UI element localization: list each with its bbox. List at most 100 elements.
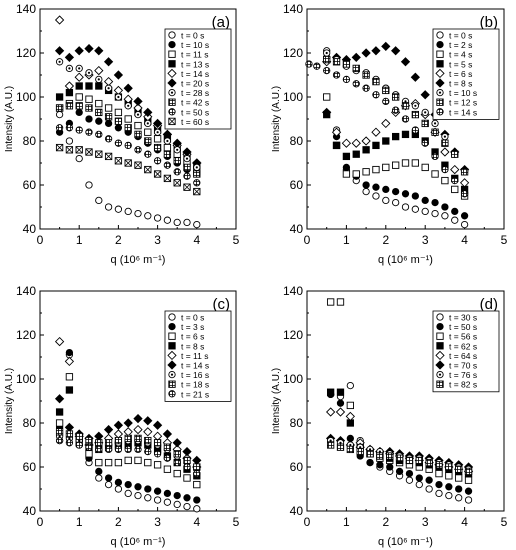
data-point	[123, 83, 133, 93]
data-point	[144, 150, 152, 158]
data-point	[193, 469, 201, 478]
data-point	[450, 164, 460, 175]
legend-label: t = 62 s	[449, 341, 477, 351]
legend-label: t = 6 s	[181, 332, 204, 342]
data-point	[85, 450, 93, 458]
data-point	[411, 192, 419, 200]
legend-marker	[436, 108, 444, 116]
data-point	[163, 489, 172, 498]
data-point	[431, 198, 439, 207]
data-point	[362, 168, 370, 176]
data-point	[346, 445, 354, 454]
data-point	[346, 401, 354, 410]
data-point	[441, 203, 449, 211]
data-point	[173, 458, 181, 467]
data-point	[75, 126, 83, 134]
data-point	[124, 434, 132, 443]
data-point	[103, 57, 114, 67]
data-point	[134, 445, 142, 454]
data-point	[395, 467, 404, 476]
data-point	[163, 216, 172, 224]
data-point	[104, 135, 113, 143]
legend-marker	[436, 380, 444, 388]
legend-marker	[436, 322, 444, 331]
x-axis-label: q (10⁶ m⁻¹)	[378, 254, 433, 266]
legend-marker	[168, 380, 176, 388]
legend-label: t = 10 s	[449, 88, 477, 98]
x-tick-label: 2	[115, 233, 122, 247]
data-point	[133, 413, 143, 424]
data-point	[113, 85, 124, 96]
y-tick-label: 100	[283, 90, 303, 104]
data-point	[193, 179, 201, 187]
data-point-center	[107, 87, 110, 90]
data-point	[420, 90, 430, 100]
data-point-cross	[144, 166, 152, 174]
data-point	[411, 205, 419, 213]
data-point-center	[78, 67, 81, 70]
data-point	[415, 480, 423, 489]
data-point	[84, 43, 94, 54]
data-point	[336, 399, 345, 407]
x-tick-label: 2	[115, 515, 122, 529]
data-point	[455, 474, 463, 482]
data-point	[54, 15, 65, 25]
data-point	[134, 456, 142, 465]
legend-label: t = 4 s	[449, 50, 472, 60]
data-point	[124, 480, 132, 489]
data-point	[352, 170, 360, 178]
y-tick-label: 40	[23, 222, 37, 236]
data-point-cross	[154, 170, 162, 178]
data-point-center	[78, 439, 81, 442]
data-point	[124, 124, 132, 132]
data-point	[441, 139, 449, 147]
data-point	[152, 118, 163, 129]
data-point	[193, 496, 201, 504]
data-point	[382, 137, 390, 145]
data-point	[144, 128, 152, 136]
x-tick-label: 2	[382, 515, 389, 529]
data-point	[85, 436, 93, 445]
data-point	[75, 432, 83, 440]
data-point	[401, 130, 410, 139]
data-point	[153, 157, 162, 165]
data-point	[173, 218, 181, 227]
series-t50s	[55, 124, 201, 187]
legend-label: t = 28 s	[181, 88, 209, 98]
data-point	[124, 207, 132, 216]
data-point-center	[339, 441, 342, 444]
data-point	[345, 411, 355, 422]
legend-marker	[435, 68, 445, 79]
x-tick-label: 0	[304, 233, 311, 247]
data-point	[425, 485, 433, 493]
data-point	[372, 91, 380, 99]
data-point	[372, 77, 380, 86]
data-point	[55, 436, 64, 445]
data-point	[342, 152, 351, 161]
data-point	[431, 170, 439, 178]
data-point	[326, 388, 335, 396]
data-point-center	[87, 71, 91, 74]
data-point	[65, 430, 74, 438]
legend: t = 30 st = 50 st = 56 st = 62 st = 64 s…	[432, 310, 500, 393]
data-point	[163, 498, 172, 506]
legend-label: t = 14 s	[449, 107, 477, 117]
legend-label: t = 0 s	[181, 313, 204, 323]
data-point	[323, 66, 331, 75]
data-point	[104, 445, 113, 454]
data-point	[445, 483, 453, 491]
data-point	[193, 480, 201, 489]
data-point	[464, 487, 473, 495]
data-point	[322, 107, 332, 118]
data-point	[451, 185, 459, 194]
y-axis-label: Intensity (A.U.)	[271, 86, 282, 152]
data-point	[65, 439, 74, 447]
data-point	[85, 181, 93, 189]
data-point	[114, 436, 123, 445]
data-point-cross	[95, 150, 103, 158]
data-point	[134, 491, 142, 500]
x-tick-label: 0	[37, 233, 44, 247]
data-point-cross	[193, 188, 201, 196]
data-point	[421, 139, 429, 147]
data-point	[55, 428, 64, 436]
